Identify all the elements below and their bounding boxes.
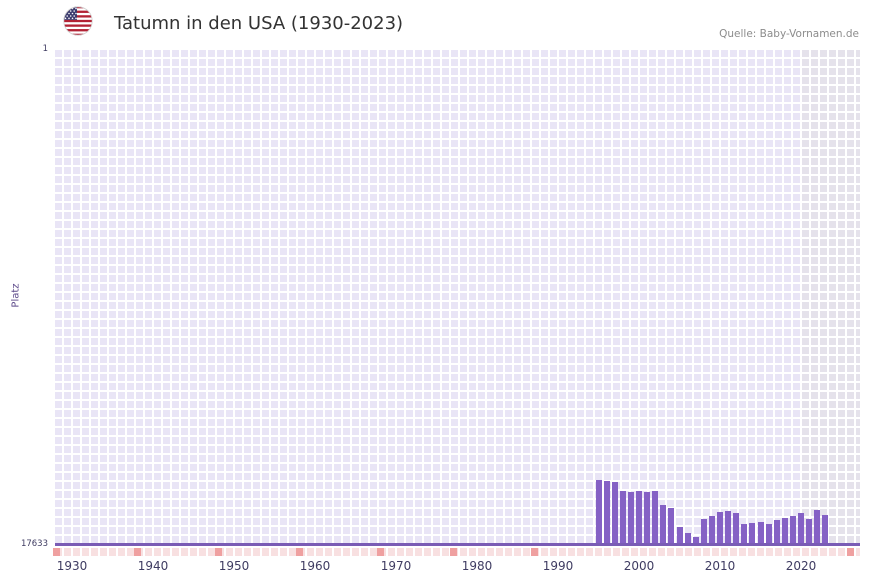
x-tick-1970: 1970 xyxy=(380,559,412,573)
y-axis-bottom-label: 17633 xyxy=(20,539,48,549)
plot-area: 1930 1940 1950 1960 1970 1980 1990 2000 2010 2020 xyxy=(52,50,860,573)
bar-2001[interactable] xyxy=(644,492,651,543)
axis-strip-marker xyxy=(449,548,457,556)
axis-strip-marker xyxy=(530,548,538,556)
axis-strip-marker xyxy=(846,548,854,556)
x-axis-strip xyxy=(52,548,860,556)
bar-2009[interactable] xyxy=(708,515,715,543)
bar-2013[interactable] xyxy=(741,524,748,543)
x-tick-2000: 2000 xyxy=(623,559,655,573)
bar-2010[interactable] xyxy=(717,511,723,543)
x-tick-1950: 1950 xyxy=(218,559,250,573)
bar-2012[interactable] xyxy=(733,513,740,543)
bar-2002[interactable] xyxy=(652,490,659,543)
bar-2019[interactable] xyxy=(789,515,796,543)
bar-2021[interactable] xyxy=(806,518,813,543)
bar-2018[interactable] xyxy=(781,517,788,543)
axis-strip-marker xyxy=(133,548,141,556)
bar-2008[interactable] xyxy=(700,518,707,543)
bar-2011[interactable] xyxy=(725,511,732,543)
axis-strip-marker xyxy=(376,548,384,556)
bar-1999[interactable] xyxy=(627,492,634,543)
bar-1995[interactable] xyxy=(595,479,602,543)
source-attribution: Quelle: Baby-Vornamen.de xyxy=(719,28,859,40)
x-tick-1990: 1990 xyxy=(542,559,574,573)
bar-2006[interactable] xyxy=(684,532,691,543)
plot-grid xyxy=(55,50,860,545)
x-tick-2020: 2020 xyxy=(785,559,817,573)
bar-2005[interactable] xyxy=(676,527,683,543)
axis-strip-marker xyxy=(52,548,60,556)
bar-2004[interactable] xyxy=(668,507,675,543)
x-tick-1980: 1980 xyxy=(461,559,493,573)
recent-years-band xyxy=(802,50,860,545)
bars-layer xyxy=(55,50,860,545)
bar-2016[interactable] xyxy=(765,523,772,543)
bar-1996[interactable] xyxy=(603,480,610,543)
bar-1997[interactable] xyxy=(611,482,618,543)
bar-2015[interactable] xyxy=(757,521,764,543)
bar-2022[interactable] xyxy=(814,510,821,543)
bar-2000[interactable] xyxy=(636,490,642,543)
x-axis-line xyxy=(55,543,860,546)
x-tick-1960: 1960 xyxy=(299,559,331,573)
chart-header: Tatumn in den USA (1930-2023) Quelle: Ba… xyxy=(0,0,873,46)
x-tick-2010: 2010 xyxy=(704,559,736,573)
bar-2007[interactable] xyxy=(692,537,699,543)
axis-strip-marker xyxy=(295,548,303,556)
us-flag-icon xyxy=(63,6,93,36)
y-axis-title: Platz xyxy=(10,283,22,308)
x-tick-1930: 1930 xyxy=(56,559,88,573)
bar-2020[interactable] xyxy=(798,513,804,543)
bar-2003[interactable] xyxy=(660,504,667,543)
bar-1998[interactable] xyxy=(619,490,626,543)
bar-2014[interactable] xyxy=(749,523,756,543)
y-axis-top-label: 1 xyxy=(42,44,48,54)
bar-2023[interactable] xyxy=(822,515,829,543)
x-tick-1940: 1940 xyxy=(137,559,169,573)
axis-strip-marker xyxy=(214,548,222,556)
x-tick-labels: 1930 1940 1950 1960 1970 1980 1990 2000 2010 2020 xyxy=(55,50,860,573)
bar-2017[interactable] xyxy=(773,519,780,543)
chart-title: Tatumn in den USA (1930-2023) xyxy=(114,13,404,34)
